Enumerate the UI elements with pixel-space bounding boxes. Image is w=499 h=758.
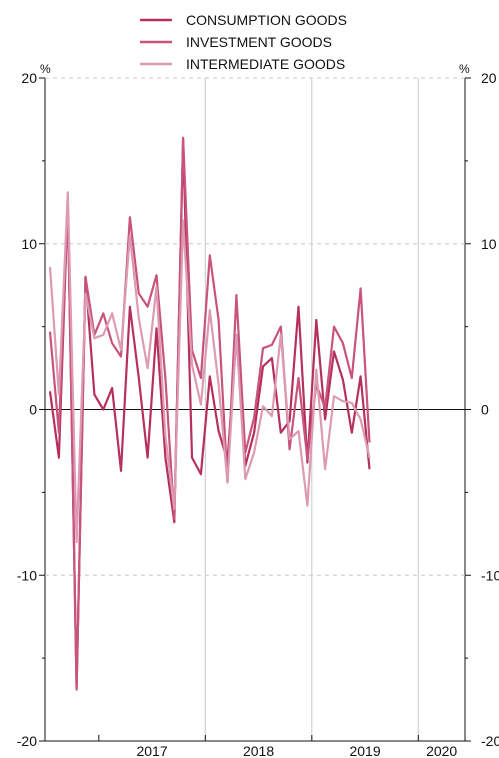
- series-lines: [48, 136, 371, 691]
- y-tick-label-right: -20: [481, 733, 499, 749]
- y-tick-label-left: -10: [17, 567, 37, 583]
- year-label: 2017: [136, 743, 167, 758]
- y-tick-label-right: -10: [481, 567, 499, 583]
- y-tick-label-right: 0: [481, 402, 489, 418]
- legend-label-investment: INVESTMENT GOODS: [186, 34, 332, 50]
- series-line-investment: [48, 136, 371, 691]
- y-tick-label-left: 0: [29, 402, 37, 418]
- y-axis-right: -20 -10 0 10 20: [465, 70, 499, 749]
- year-label: 2020: [426, 743, 457, 758]
- legend-label-consumption: CONSUMPTION GOODS: [186, 12, 347, 28]
- y-tick-label-left: 10: [21, 236, 37, 252]
- y-tick-label-left: 20: [21, 70, 37, 86]
- year-label: 2018: [243, 743, 274, 758]
- y-tick-label-left: -20: [17, 733, 37, 749]
- y-axis-left: -20 -10 0 10 20: [17, 70, 45, 749]
- series-line-consumption: [48, 138, 371, 690]
- legend: CONSUMPTION GOODS INVESTMENT GOODS INTERME…: [140, 12, 347, 72]
- y-tick-label-right: 10: [481, 236, 497, 252]
- y-tick-label-right: 20: [481, 70, 497, 86]
- left-unit-label: %: [40, 62, 51, 76]
- x-axis: 2017 2018 2019 2020: [98, 735, 457, 758]
- legend-label-intermediate: INTERMEDIATE GOODS: [186, 56, 345, 72]
- series-line-intermediate: [48, 191, 371, 544]
- right-unit-label: %: [459, 62, 470, 76]
- year-label: 2019: [349, 743, 380, 758]
